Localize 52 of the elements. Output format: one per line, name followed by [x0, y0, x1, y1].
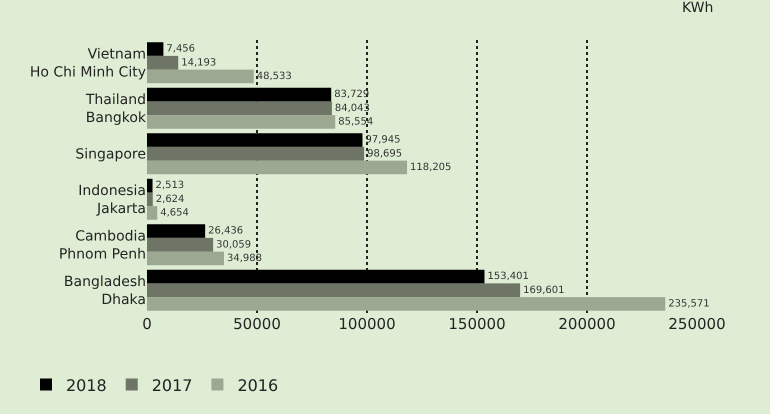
- x-tick-label: 150000: [448, 315, 506, 333]
- x-tick-label: 200000: [558, 315, 616, 333]
- data-label: 14,193: [181, 57, 216, 68]
- x-tick-label: 100000: [338, 315, 396, 333]
- data-label: 84,043: [334, 102, 370, 114]
- y-tick-label: Vietnam Ho Chi Minh City: [30, 46, 146, 81]
- x-tick-label: 250000: [668, 315, 726, 333]
- y-tick-label: Cambodia Phnom Penh: [58, 228, 146, 263]
- data-label: 235,571: [668, 298, 710, 310]
- data-label: 118,205: [410, 162, 452, 173]
- bar: [147, 224, 206, 238]
- data-label: 26,436: [208, 226, 244, 237]
- data-label: 98,695: [367, 148, 402, 160]
- bar: [147, 270, 484, 284]
- data-label: 2,513: [156, 180, 184, 192]
- bar: [147, 297, 666, 311]
- data-label: 30,059: [216, 239, 252, 250]
- data-label: 83,729: [334, 89, 370, 100]
- bar: [147, 146, 364, 161]
- data-label: 4,654: [160, 207, 189, 218]
- bar: [147, 42, 164, 56]
- bar: [147, 252, 224, 266]
- x-axis-title: KWh: [682, 0, 714, 16]
- legend-label: 2018: [66, 376, 107, 395]
- data-label: 169,601: [523, 284, 564, 296]
- bar: [147, 192, 153, 206]
- bar: [147, 283, 520, 298]
- data-label: 153,401: [487, 271, 529, 282]
- legend-label: 2017: [152, 376, 192, 395]
- bar: [147, 56, 178, 70]
- data-label: 7,456: [166, 44, 196, 55]
- data-label: 85,554: [338, 116, 374, 128]
- bar: [147, 178, 153, 192]
- bar: [147, 133, 362, 147]
- data-label: 97,945: [365, 134, 400, 146]
- bar: [147, 238, 214, 252]
- bar: [147, 88, 332, 102]
- bar: [147, 70, 254, 84]
- x-tick-label: 50000: [233, 315, 281, 333]
- bar: [147, 206, 158, 220]
- bar: [147, 115, 336, 129]
- bar: [147, 160, 408, 174]
- y-tick-label: Singapore: [75, 146, 146, 163]
- data-label: 34,988: [226, 252, 262, 264]
- bar: [147, 101, 332, 116]
- y-tick-label: Thailand Bangkok: [84, 92, 147, 126]
- data-label: 48,533: [256, 70, 292, 82]
- y-tick-label: Bangladesh Dhaka: [64, 274, 146, 308]
- data-label: 2,624: [156, 194, 184, 205]
- y-tick-label: Indonesia Jakarta: [78, 183, 146, 218]
- x-tick-label: 0: [142, 315, 152, 333]
- legend-label: 2016: [237, 376, 278, 395]
